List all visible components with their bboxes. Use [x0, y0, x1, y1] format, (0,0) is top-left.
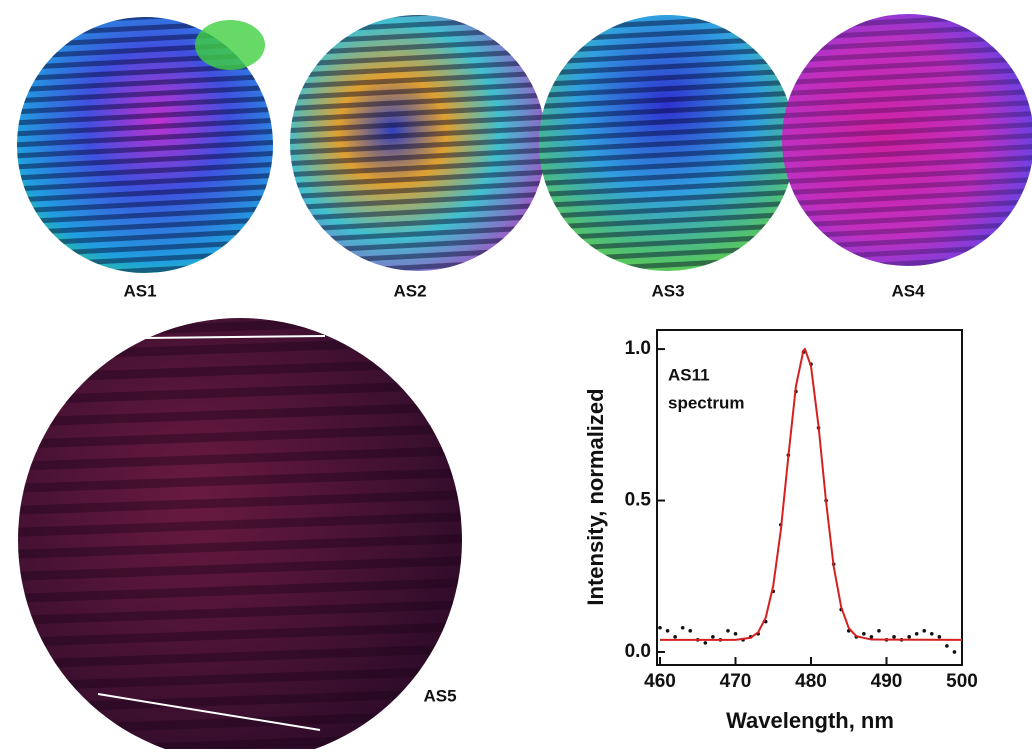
annotation: AS11	[668, 365, 710, 384]
data-point	[673, 635, 677, 639]
panel-label: AS2	[393, 281, 426, 300]
data-point	[658, 626, 662, 630]
data-point	[666, 629, 670, 633]
data-point	[704, 641, 708, 645]
x-tick-label: 470	[720, 671, 752, 692]
annotation: spectrum	[668, 393, 745, 412]
x-tick-label: 490	[871, 671, 903, 692]
panel-label: AS5	[423, 686, 456, 705]
data-point	[930, 632, 934, 636]
data-point	[681, 626, 685, 630]
y-tick-label: 1.0	[625, 338, 651, 359]
x-tick-label: 480	[795, 671, 827, 692]
data-point	[938, 635, 942, 639]
panel-label: AS3	[651, 281, 684, 300]
fringes	[18, 318, 462, 749]
data-point	[877, 629, 881, 633]
spot	[195, 20, 265, 70]
data-point	[953, 650, 957, 654]
data-point	[734, 632, 738, 636]
data-point	[892, 635, 896, 639]
panel-label: AS4	[891, 281, 925, 300]
data-point	[907, 635, 911, 639]
x-axis-title: Wavelength, nm	[726, 708, 894, 733]
data-point	[726, 629, 730, 633]
data-point	[945, 644, 949, 648]
data-point	[922, 629, 926, 633]
y-tick-label: 0.5	[625, 490, 652, 511]
figure: AS1 AS2 AS3 AS4 AS5 AS11 spectrum Wavele…	[0, 0, 1032, 749]
data-point	[915, 632, 919, 636]
fringes	[290, 15, 546, 271]
x-tick-label: 500	[946, 671, 978, 692]
y-axis-title: Intensity, normalized	[583, 388, 608, 605]
data-point	[870, 635, 874, 639]
data-point	[688, 629, 692, 633]
data-point	[711, 635, 715, 639]
data-point	[862, 632, 866, 636]
x-tick-label: 460	[644, 671, 676, 692]
fringes	[539, 15, 795, 271]
y-tick-label: 0.0	[625, 641, 651, 662]
fringes	[782, 14, 1032, 266]
spectrum-chart: AS11 spectrum Wavelength, nm Intensity, …	[583, 330, 978, 733]
panel-label: AS1	[123, 281, 156, 300]
